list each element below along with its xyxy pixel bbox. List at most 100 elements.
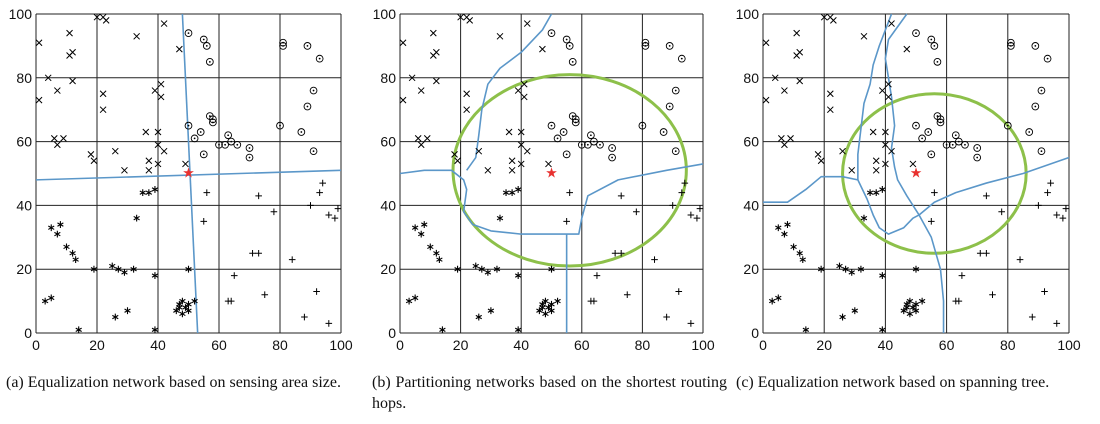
node-x-marker bbox=[882, 141, 889, 149]
node-x-marker bbox=[35, 39, 43, 47]
node-circle-marker bbox=[568, 57, 577, 66]
node-plus-marker bbox=[203, 189, 211, 196]
node-plus-marker bbox=[1035, 202, 1042, 209]
node-x-marker bbox=[433, 48, 440, 56]
node-asterisk-marker bbox=[487, 307, 495, 315]
node-asterisk-marker bbox=[548, 307, 555, 315]
node-circle-marker bbox=[1037, 86, 1046, 95]
node-circle-marker bbox=[608, 144, 616, 152]
node-circle-marker bbox=[303, 102, 312, 111]
node-asterisk-marker bbox=[918, 297, 926, 305]
node-x-marker bbox=[93, 13, 101, 21]
node-asterisk-marker bbox=[873, 189, 880, 197]
x-tick-label: 0 bbox=[396, 337, 404, 353]
node-asterisk-marker bbox=[548, 300, 555, 308]
node-plus-marker bbox=[681, 179, 689, 187]
node-plus-marker bbox=[1028, 313, 1036, 321]
node-asterisk-marker bbox=[427, 243, 434, 251]
node-x-marker bbox=[882, 160, 889, 168]
node-x-marker bbox=[87, 151, 95, 158]
node-circle-marker bbox=[315, 54, 324, 63]
node-plus-marker bbox=[931, 189, 938, 196]
node-x-marker bbox=[523, 147, 531, 155]
node-plus-marker bbox=[331, 214, 339, 222]
node-asterisk-marker bbox=[176, 304, 183, 311]
node-x-marker bbox=[781, 87, 788, 94]
node-asterisk-marker bbox=[185, 300, 192, 308]
node-x-marker bbox=[545, 160, 552, 168]
node-asterisk-marker bbox=[912, 307, 920, 315]
node-plus-marker bbox=[651, 256, 658, 263]
node-asterisk-marker bbox=[554, 297, 561, 305]
node-asterisk-marker bbox=[839, 313, 846, 321]
node-asterisk-marker bbox=[151, 186, 159, 193]
node-x-marker bbox=[520, 93, 528, 101]
y-tick-label: 60 bbox=[16, 134, 32, 150]
node-asterisk-marker bbox=[545, 304, 552, 311]
node-plus-marker bbox=[1062, 205, 1070, 212]
node-asterisk-marker bbox=[90, 265, 98, 273]
node-circle-marker bbox=[671, 86, 680, 95]
node-circle-marker bbox=[297, 128, 306, 136]
node-plus-marker bbox=[255, 249, 262, 257]
node-x-marker bbox=[463, 106, 471, 114]
node-plus-marker bbox=[230, 272, 238, 279]
node-asterisk-marker bbox=[912, 300, 920, 308]
node-x-marker bbox=[781, 141, 788, 149]
node-asterisk-marker bbox=[405, 297, 413, 305]
y-tick-label: 60 bbox=[743, 134, 759, 150]
node-plus-marker bbox=[325, 211, 333, 219]
node-x-marker bbox=[53, 141, 61, 149]
node-circle-marker bbox=[245, 144, 254, 152]
node-x-marker bbox=[539, 45, 546, 53]
node-circle-marker bbox=[638, 121, 647, 130]
node-x-marker bbox=[160, 20, 168, 27]
node-x-marker bbox=[882, 128, 889, 136]
node-x-marker bbox=[762, 39, 770, 47]
sink-star-marker: ★ bbox=[182, 166, 195, 182]
node-x-marker bbox=[121, 166, 128, 174]
node-x-marker bbox=[157, 80, 165, 88]
node-asterisk-marker bbox=[903, 304, 911, 311]
x-tick-label: 60 bbox=[574, 337, 590, 353]
node-plus-marker bbox=[288, 256, 296, 263]
node-asterisk-marker bbox=[454, 265, 461, 273]
node-circle-marker bbox=[973, 144, 982, 152]
node-circle-marker bbox=[190, 134, 199, 143]
node-x-marker bbox=[182, 160, 189, 168]
node-plus-marker bbox=[566, 189, 573, 196]
node-x-marker bbox=[53, 87, 61, 94]
node-circle-marker bbox=[206, 57, 214, 66]
node-circle-marker bbox=[577, 140, 586, 149]
node-asterisk-marker bbox=[796, 249, 803, 257]
node-x-marker bbox=[90, 157, 98, 165]
partition-boundary bbox=[763, 175, 920, 235]
node-plus-marker bbox=[1041, 288, 1048, 295]
node-plus-marker bbox=[593, 272, 601, 279]
node-plus-marker bbox=[255, 192, 262, 200]
node-x-marker bbox=[102, 17, 110, 24]
node-asterisk-marker bbox=[41, 297, 49, 305]
node-asterisk-marker bbox=[115, 265, 122, 273]
node-x-marker bbox=[505, 128, 513, 136]
node-x-marker bbox=[778, 135, 785, 142]
y-tick-label: 60 bbox=[380, 134, 396, 150]
node-asterisk-marker bbox=[906, 310, 914, 318]
x-tick-label: 100 bbox=[691, 337, 715, 353]
node-asterisk-marker bbox=[151, 326, 159, 334]
node-x-marker bbox=[466, 17, 474, 24]
node-x-marker bbox=[796, 77, 804, 85]
node-plus-marker bbox=[696, 205, 704, 212]
node-x-marker bbox=[457, 13, 464, 21]
node-circle-marker bbox=[665, 42, 674, 50]
node-asterisk-marker bbox=[133, 214, 140, 222]
node-plus-marker bbox=[617, 192, 625, 200]
node-circle-marker bbox=[553, 134, 562, 143]
node-x-marker bbox=[99, 106, 107, 114]
node-circle-marker bbox=[215, 140, 223, 149]
region-ellipse bbox=[841, 92, 1028, 255]
node-circle-marker bbox=[954, 137, 963, 146]
node-asterisk-marker bbox=[173, 307, 180, 315]
node-x-marker bbox=[175, 45, 183, 53]
node-plus-marker bbox=[623, 291, 631, 299]
